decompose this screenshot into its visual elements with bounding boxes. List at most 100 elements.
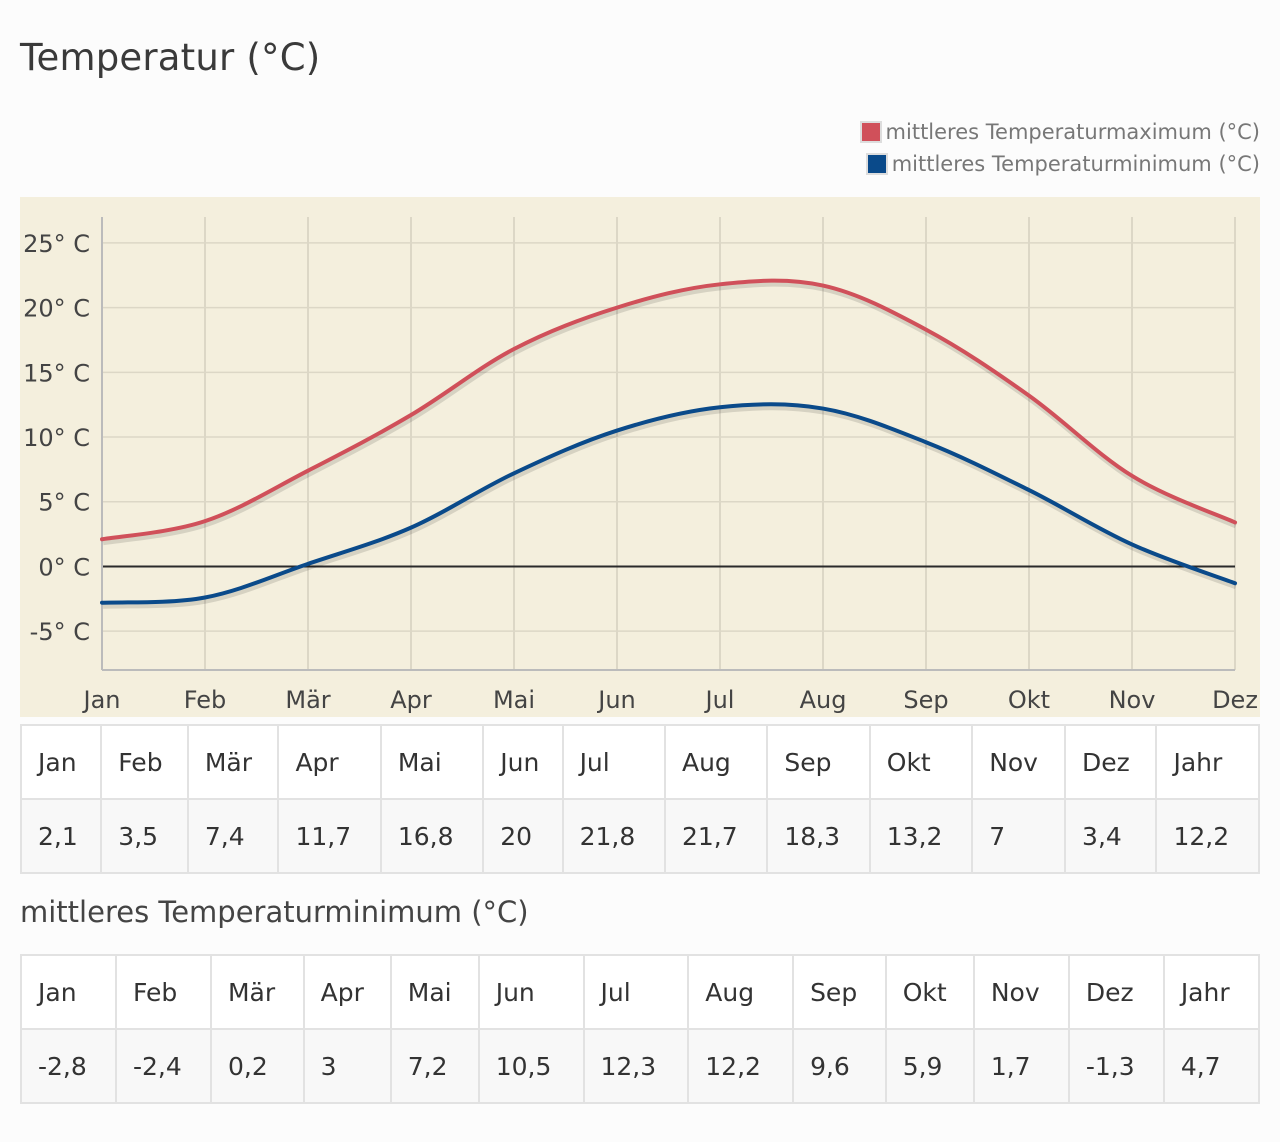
legend-item-min[interactable]: mittleres Temperaturminimum (°C) — [860, 148, 1260, 180]
max-header-cell: Sep — [766, 724, 871, 800]
min-header-cell: Jahr — [1162, 954, 1261, 1030]
data-point — [1233, 581, 1237, 585]
max-value-cell: 20 — [482, 798, 564, 874]
max-header-cell: Nov — [971, 724, 1067, 800]
max-header-cell: Mai — [379, 724, 485, 800]
data-point — [718, 405, 722, 409]
data-point — [1130, 474, 1134, 478]
data-point — [306, 469, 310, 473]
min-value-cell: 0,2 — [209, 1028, 305, 1104]
min-value-cell: 1,7 — [972, 1028, 1070, 1104]
max-value-cell: 21,8 — [561, 798, 666, 874]
min-header-cell: Mär — [209, 954, 305, 1030]
series-shadow — [102, 404, 1238, 609]
y-tick-label: 0° C — [38, 553, 90, 581]
temperature-chart: 25° C 20° C 15° C 10° C 5° C 0° C -5° C Jan Feb M… — [20, 197, 1260, 717]
min-header-cell: Mai — [389, 954, 480, 1030]
min-value-cell: 12,3 — [582, 1028, 690, 1104]
min-value-cell: -2,4 — [114, 1028, 212, 1104]
min-value-cell: 12,2 — [687, 1028, 795, 1104]
data-point — [203, 519, 207, 523]
min-value-cell: -2,8 — [20, 1028, 117, 1104]
data-point — [1027, 394, 1031, 398]
max-value-cell: 21,7 — [663, 798, 769, 874]
max-value-cell: 12,2 — [1155, 798, 1260, 874]
min-value-cell: 9,6 — [792, 1028, 887, 1104]
min-value-cell: 4,7 — [1162, 1028, 1261, 1104]
data-point — [409, 413, 413, 417]
max-value-cell: 7 — [971, 798, 1067, 874]
min-header-cell: Aug — [687, 954, 795, 1030]
min-header-cell: Okt — [884, 954, 975, 1030]
min-value-cell: 10,5 — [477, 1028, 585, 1104]
min-table-title: mittleres Temperaturminimum (°C) — [20, 895, 529, 929]
legend-label-min: mittleres Temperaturminimum (°C) — [891, 152, 1260, 176]
max-value-cell: 3,4 — [1064, 798, 1158, 874]
max-header-cell: Feb — [100, 724, 189, 800]
legend-swatch-min — [865, 153, 888, 175]
data-point — [718, 282, 722, 286]
series-line-min — [100, 402, 1237, 605]
min-header-cell: Jul — [582, 954, 690, 1030]
y-tick-label: 15° C — [23, 359, 90, 387]
data-point — [512, 471, 516, 475]
y-tick-label: 5° C — [38, 489, 90, 517]
data-point — [100, 601, 104, 605]
series-line-max — [100, 278, 1237, 542]
max-header-cell: Okt — [868, 724, 974, 800]
chart-svg: 25° C 20° C 15° C 10° C 5° C 0° C -5° C Jan Feb M… — [20, 197, 1260, 717]
page-title: Temperatur (°C) — [20, 36, 321, 79]
x-tick-label: Jun — [596, 686, 636, 714]
table-header-row: Jan Feb Mär Apr Mai Jun Jul Aug Sep Okt Nov Dez Jahr — [20, 954, 1261, 1030]
data-point — [615, 306, 619, 310]
legend-label-max: mittleres Temperaturmaximum (°C) — [885, 120, 1260, 144]
min-header-cell: Nov — [972, 954, 1070, 1030]
min-header-cell: Jun — [477, 954, 585, 1030]
min-value-cell: 3 — [302, 1028, 392, 1104]
max-value-cell: 7,4 — [186, 798, 280, 874]
y-tick-label: 20° C — [23, 295, 90, 323]
data-point — [512, 347, 516, 351]
max-value-cell: 3,5 — [100, 798, 189, 874]
x-tick-label: Apr — [390, 686, 432, 714]
max-header-cell: Jun — [482, 724, 564, 800]
max-header-cell: Dez — [1064, 724, 1158, 800]
x-tick-label: Feb — [184, 686, 227, 714]
data-point — [1130, 542, 1134, 546]
data-point — [924, 328, 928, 332]
data-point — [409, 526, 413, 530]
x-tick-label: Mär — [285, 686, 330, 714]
data-point — [203, 596, 207, 600]
data-point — [306, 562, 310, 566]
max-value-cell: 18,3 — [766, 798, 871, 874]
legend-item-max[interactable]: mittleres Temperaturmaximum (°C) — [859, 116, 1260, 148]
data-point — [821, 284, 825, 288]
max-value-cell: 2,1 — [19, 798, 103, 874]
chart-legend: mittleres Temperaturmaximum (°C) mittler… — [859, 116, 1260, 180]
data-point — [1027, 488, 1031, 492]
max-header-cell: Apr — [277, 724, 382, 800]
min-value-cell: 5,9 — [884, 1028, 975, 1104]
max-header-cell: Mär — [186, 724, 280, 800]
chart-background — [20, 197, 1260, 717]
legend-swatch-max — [859, 121, 882, 143]
min-header-cell: Dez — [1067, 954, 1165, 1030]
y-tick-label: -5° C — [30, 618, 90, 646]
max-header-cell: Jul — [561, 724, 666, 800]
table-row: 2,1 3,5 7,4 11,7 16,8 20 21,8 21,7 18,3 13,2 7 3,4 1… — [19, 798, 1260, 874]
max-value-cell: 13,2 — [868, 798, 974, 874]
x-tick-label: Okt — [1008, 686, 1050, 714]
x-tick-label: Jan — [82, 686, 121, 714]
min-value-cell: 7,2 — [389, 1028, 480, 1104]
table-header-row: Jan Feb Mär Apr Mai Jun Jul Aug Sep Okt Nov Dez Jahr — [19, 724, 1260, 800]
min-header-cell: Sep — [792, 954, 887, 1030]
x-tick-label: Sep — [903, 686, 948, 714]
max-temperature-table: Jan Feb Mär Apr Mai Jun Jul Aug Sep Okt Nov Dez Jahr… — [19, 724, 1260, 874]
table-row: -2,8 -2,4 0,2 3 7,2 10,5 12,3 12,2 9,6 5,9 1,7 -1,3… — [20, 1028, 1261, 1104]
data-point — [821, 407, 825, 411]
data-point — [100, 537, 104, 541]
max-value-cell: 16,8 — [379, 798, 485, 874]
x-tick-label: Jul — [704, 686, 735, 714]
min-header-cell: Jan — [20, 954, 117, 1030]
max-value-cell: 11,7 — [277, 798, 382, 874]
